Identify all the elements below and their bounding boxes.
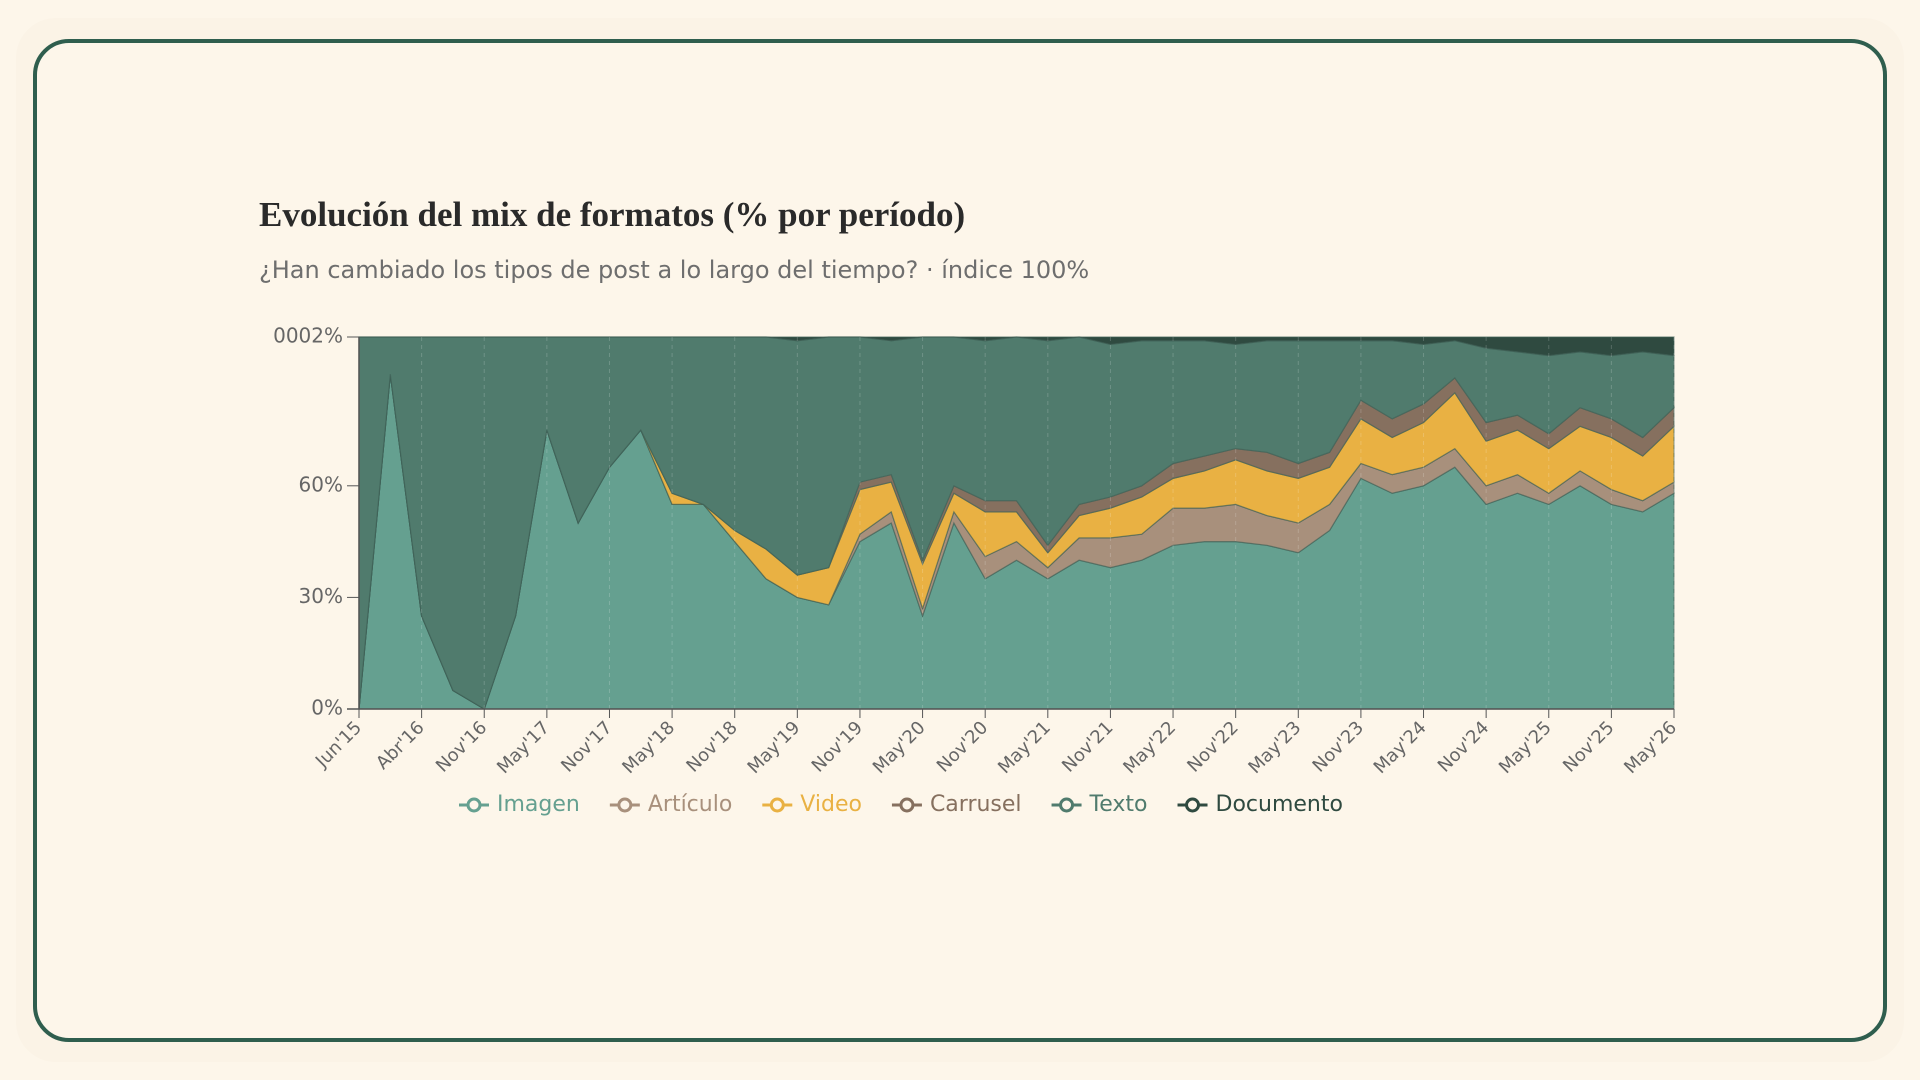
legend-item: Artículo xyxy=(609,792,732,817)
legend-item: Video xyxy=(762,792,862,817)
legend-item: Carrusel xyxy=(891,792,1022,817)
legend-marker xyxy=(1059,797,1075,813)
legend-label: Documento xyxy=(1216,792,1343,817)
legend-item: Documento xyxy=(1177,792,1343,817)
legend-label: Texto xyxy=(1089,792,1148,817)
legend-label: Carrusel xyxy=(930,792,1022,817)
legend-label: Artículo xyxy=(648,792,732,817)
area xyxy=(359,336,1675,357)
legend-marker xyxy=(899,797,915,813)
chart-title: Evolución del mix de formatos (% por per… xyxy=(259,195,965,234)
legend-marker xyxy=(1185,797,1201,813)
y-tick-label: 60% xyxy=(299,472,343,496)
y-tick-label: 0% xyxy=(311,696,343,720)
legend-marker xyxy=(769,797,785,813)
y-tick-label: 30% xyxy=(299,584,343,608)
legend-item: Imagen xyxy=(459,792,580,817)
legend-marker xyxy=(466,797,482,813)
y-tick-label: 0002% xyxy=(273,324,343,348)
legend-marker xyxy=(617,797,633,813)
legend-label: Imagen xyxy=(497,792,580,817)
chart-subtitle: ¿Han cambiado los tipos de post a lo lar… xyxy=(259,256,1089,284)
legend-item: Texto xyxy=(1051,792,1148,817)
legend-label: Video xyxy=(800,792,862,817)
